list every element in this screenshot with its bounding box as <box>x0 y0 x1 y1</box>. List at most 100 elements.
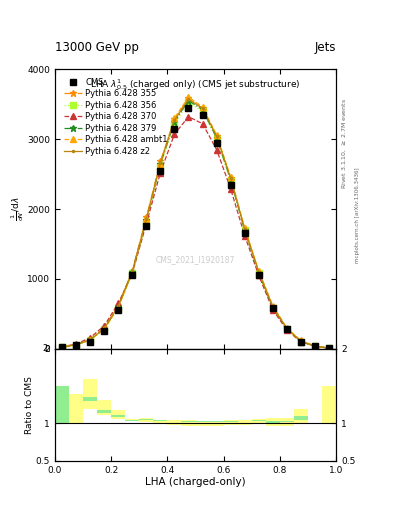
Pythia 6.428 ambt1 <box>74 342 79 348</box>
Pythia 6.428 379 <box>312 343 317 349</box>
Pythia 6.428 355 <box>158 158 163 164</box>
Pythia 6.428 370 <box>172 131 177 137</box>
Pythia 6.428 356 <box>228 178 233 184</box>
CMS <box>88 339 92 345</box>
Pythia 6.428 z2 <box>186 96 191 102</box>
Line: Pythia 6.428 ambt1: Pythia 6.428 ambt1 <box>59 94 332 351</box>
X-axis label: LHA (charged-only): LHA (charged-only) <box>145 477 246 487</box>
Pythia 6.428 355 <box>228 175 233 181</box>
Pythia 6.428 370 <box>299 339 303 345</box>
Pythia 6.428 356 <box>200 108 205 114</box>
Text: mcplots.cern.ch [arXiv:1306.3436]: mcplots.cern.ch [arXiv:1306.3436] <box>355 167 360 263</box>
Pythia 6.428 355 <box>270 304 275 310</box>
Pythia 6.428 379 <box>88 337 92 343</box>
Pythia 6.428 ambt1 <box>116 305 121 311</box>
CMS <box>130 272 135 279</box>
Text: Jets: Jets <box>314 41 336 54</box>
CMS <box>116 307 121 313</box>
CMS <box>270 305 275 311</box>
Pythia 6.428 z2 <box>228 175 233 181</box>
Pythia 6.428 356 <box>74 343 79 349</box>
Line: Pythia 6.428 370: Pythia 6.428 370 <box>59 114 332 351</box>
Pythia 6.428 356 <box>242 227 247 233</box>
Pythia 6.428 ambt1 <box>285 325 289 331</box>
Pythia 6.428 z2 <box>285 326 289 332</box>
Pythia 6.428 370 <box>312 343 317 349</box>
Pythia 6.428 z2 <box>214 133 219 139</box>
Pythia 6.428 370 <box>242 232 247 239</box>
CMS <box>285 326 289 332</box>
Text: LHA $\lambda^{1}_{0.5}$ (charged only) (CMS jet substructure): LHA $\lambda^{1}_{0.5}$ (charged only) (… <box>90 77 301 93</box>
Text: 13000 GeV pp: 13000 GeV pp <box>55 41 139 54</box>
Pythia 6.428 379 <box>116 304 121 310</box>
Pythia 6.428 ambt1 <box>60 344 64 350</box>
Pythia 6.428 ambt1 <box>130 270 135 276</box>
Pythia 6.428 ambt1 <box>327 345 331 351</box>
Pythia 6.428 356 <box>327 345 331 351</box>
Pythia 6.428 379 <box>60 345 64 351</box>
Y-axis label: $\frac{1}{\mathrm{d}N} / \mathrm{d}\lambda$: $\frac{1}{\mathrm{d}N} / \mathrm{d}\lamb… <box>9 197 26 222</box>
CMS <box>312 343 317 349</box>
Pythia 6.428 379 <box>214 135 219 141</box>
Pythia 6.428 355 <box>186 95 191 101</box>
CMS <box>102 328 107 334</box>
Pythia 6.428 379 <box>299 338 303 344</box>
Pythia 6.428 356 <box>60 345 64 351</box>
Pythia 6.428 356 <box>256 270 261 276</box>
CMS <box>60 345 64 351</box>
Pythia 6.428 z2 <box>60 345 64 351</box>
Pythia 6.428 379 <box>172 118 177 124</box>
Pythia 6.428 370 <box>130 270 135 276</box>
Pythia 6.428 379 <box>144 217 149 223</box>
Pythia 6.428 379 <box>186 97 191 103</box>
CMS <box>327 345 331 351</box>
Line: Pythia 6.428 z2: Pythia 6.428 z2 <box>60 97 331 350</box>
Pythia 6.428 356 <box>102 326 107 332</box>
Pythia 6.428 z2 <box>327 345 331 351</box>
Pythia 6.428 355 <box>214 133 219 139</box>
Text: Rivet 3.1.10, $\geq$ 2.7M events: Rivet 3.1.10, $\geq$ 2.7M events <box>340 98 348 189</box>
Line: Pythia 6.428 356: Pythia 6.428 356 <box>59 100 332 351</box>
Pythia 6.428 379 <box>242 227 247 233</box>
Pythia 6.428 z2 <box>270 304 275 310</box>
Pythia 6.428 ambt1 <box>214 132 219 138</box>
Pythia 6.428 379 <box>270 305 275 311</box>
Pythia 6.428 z2 <box>200 105 205 112</box>
Pythia 6.428 356 <box>116 305 121 311</box>
Pythia 6.428 355 <box>327 345 331 351</box>
Pythia 6.428 356 <box>130 270 135 276</box>
Pythia 6.428 ambt1 <box>200 104 205 110</box>
Text: 2: 2 <box>42 345 47 353</box>
CMS <box>200 112 205 118</box>
Pythia 6.428 355 <box>172 116 177 122</box>
Pythia 6.428 370 <box>102 323 107 329</box>
Pythia 6.428 379 <box>74 342 79 348</box>
Pythia 6.428 z2 <box>256 269 261 275</box>
Pythia 6.428 370 <box>60 344 64 350</box>
Pythia 6.428 ambt1 <box>228 174 233 180</box>
Pythia 6.428 355 <box>74 342 79 348</box>
Pythia 6.428 355 <box>130 267 135 273</box>
Pythia 6.428 379 <box>200 106 205 113</box>
Pythia 6.428 356 <box>88 337 92 344</box>
CMS <box>299 339 303 345</box>
Pythia 6.428 370 <box>186 114 191 120</box>
Pythia 6.428 370 <box>74 341 79 347</box>
Pythia 6.428 379 <box>327 345 331 351</box>
Pythia 6.428 370 <box>285 327 289 333</box>
Pythia 6.428 z2 <box>88 337 92 343</box>
Pythia 6.428 ambt1 <box>270 303 275 309</box>
Pythia 6.428 ambt1 <box>242 225 247 231</box>
CMS <box>256 272 261 279</box>
Pythia 6.428 379 <box>256 270 261 276</box>
CMS <box>214 139 219 145</box>
Pythia 6.428 ambt1 <box>299 337 303 344</box>
CMS <box>242 230 247 237</box>
Text: CMS_2021_I1920187: CMS_2021_I1920187 <box>156 255 235 264</box>
Pythia 6.428 356 <box>214 136 219 142</box>
Pythia 6.428 z2 <box>144 216 149 222</box>
Pythia 6.428 379 <box>228 177 233 183</box>
Pythia 6.428 370 <box>228 186 233 192</box>
Pythia 6.428 370 <box>144 221 149 227</box>
Pythia 6.428 356 <box>172 121 177 127</box>
